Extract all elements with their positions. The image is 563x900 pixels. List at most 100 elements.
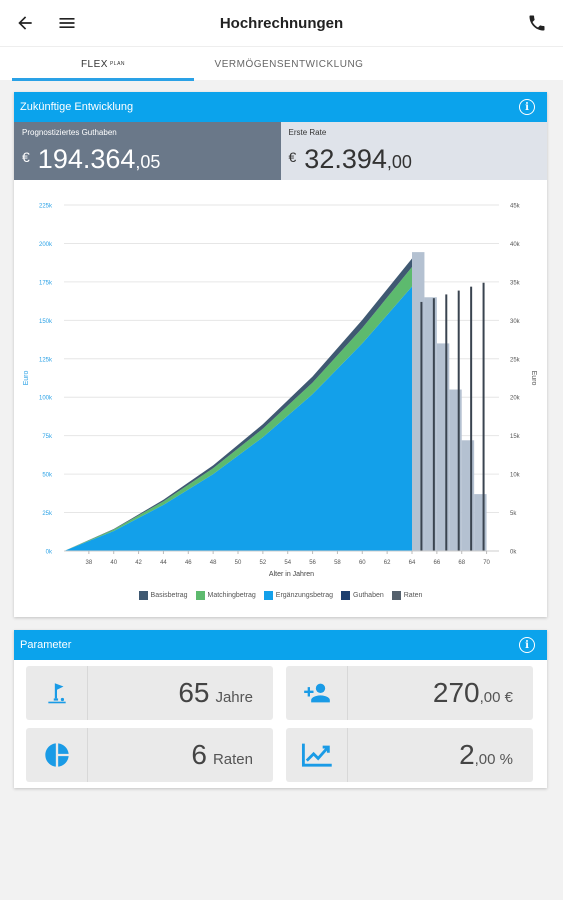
x-tick-label: 54 bbox=[284, 560, 291, 566]
retirement-age-unit: Jahre bbox=[215, 689, 253, 706]
x-tick-label: 48 bbox=[210, 560, 217, 566]
legend-item: Basisbetrag bbox=[138, 591, 188, 600]
trend-up-icon bbox=[286, 728, 348, 782]
page-title: Hochrechnungen bbox=[219, 15, 344, 32]
first-rate-box: Erste Rate € 32.394 ,00 bbox=[280, 122, 547, 180]
projection-chart: 0k 25k 50k 75k 100k 125k 150k 175k 200k 225k 0k 5k 1… bbox=[23, 204, 537, 579]
chart-area: 0k 25k 50k 75k 100k 125k 150k 175k 200k 225k 0k 5k 1… bbox=[14, 180, 547, 610]
development-card: Zukünftige Entwicklung i Prognostizierte… bbox=[14, 92, 547, 617]
raten-bar bbox=[482, 282, 485, 551]
menu-icon[interactable] bbox=[52, 8, 82, 38]
y-right-tick-label: 15k bbox=[510, 434, 521, 440]
rates-value: 6 bbox=[191, 739, 207, 770]
development-header: Zukünftige Entwicklung i bbox=[14, 92, 547, 122]
retirement-age-tile[interactable]: 65 Jahre bbox=[26, 666, 273, 720]
y-left-tick-label: 150k bbox=[39, 319, 53, 325]
x-tick-label: 44 bbox=[160, 560, 167, 566]
info-icon[interactable]: i bbox=[519, 637, 535, 653]
y-left-tick-label: 0k bbox=[46, 550, 53, 556]
raten-bar bbox=[420, 301, 423, 551]
x-tick-label: 64 bbox=[409, 560, 416, 566]
parameter-card: Parameter i 65 Jahre 270,00 € 6 Raten 2,00… bbox=[14, 630, 547, 788]
y-left-axis-title: Euro bbox=[23, 371, 30, 386]
x-tick-label: 38 bbox=[86, 560, 93, 566]
first-rate-decimals: ,00 bbox=[386, 152, 412, 172]
pie-chart-icon bbox=[26, 728, 88, 782]
raten-bar bbox=[445, 294, 448, 551]
legend-label: Guthaben bbox=[353, 592, 384, 599]
rates-unit: Raten bbox=[212, 751, 253, 768]
phone-icon[interactable] bbox=[522, 8, 552, 38]
legend-swatch bbox=[341, 591, 350, 600]
contribution-unit: ,00 € bbox=[479, 689, 513, 706]
legend-item: Raten bbox=[391, 591, 423, 600]
area-ergänzungsbetrag bbox=[64, 286, 412, 551]
legend-label: Ergänzungsbetrag bbox=[275, 592, 333, 599]
forecast-label: Prognostiziertes Guthaben bbox=[22, 128, 117, 137]
y-left-tick-label: 100k bbox=[39, 396, 53, 402]
tab-bar: FLEX PLAN VERMÖGENSENTWICKLUNG bbox=[0, 46, 563, 81]
legend-label: Basisbetrag bbox=[150, 592, 188, 599]
legend-swatch bbox=[138, 591, 148, 600]
forecast-integer: 194.364 bbox=[37, 144, 136, 174]
y-right-tick-label: 20k bbox=[510, 396, 521, 402]
interest-tile[interactable]: 2,00 % bbox=[286, 728, 533, 782]
tab-flex-sup: PLAN bbox=[109, 61, 126, 67]
guthaben-bar bbox=[449, 389, 462, 551]
rates-tile[interactable]: 6 Raten bbox=[26, 728, 273, 782]
y-left-tick-label: 175k bbox=[39, 280, 53, 286]
legend-label: Raten bbox=[403, 592, 423, 599]
y-right-axis-title: Euro bbox=[530, 371, 537, 386]
legend-swatch bbox=[263, 591, 273, 600]
legend-swatch bbox=[391, 591, 401, 600]
raten-bar bbox=[457, 290, 460, 551]
tab-vermoegen-label: VERMÖGENSENTWICKLUNG bbox=[214, 58, 364, 70]
parameter-title: Parameter bbox=[20, 639, 72, 651]
tab-flex-plan[interactable]: FLEX PLAN bbox=[12, 47, 194, 81]
legend-swatch bbox=[195, 591, 205, 600]
y-right-tick-label: 5k bbox=[510, 511, 517, 517]
app-bar: Hochrechnungen bbox=[0, 0, 563, 46]
x-tick-label: 56 bbox=[309, 560, 316, 566]
arrow-left-icon[interactable] bbox=[10, 8, 40, 38]
x-axis-title: Alter in Jahren bbox=[269, 571, 314, 578]
guthaben-bar bbox=[436, 343, 450, 551]
forecast-value: € 194.364 ,05 bbox=[22, 144, 160, 175]
tab-indicator bbox=[12, 78, 194, 81]
x-tick-label: 58 bbox=[334, 560, 341, 566]
y-right-tick-label: 35k bbox=[510, 280, 521, 286]
x-tick-label: 66 bbox=[434, 560, 441, 566]
x-tick-label: 70 bbox=[483, 560, 490, 566]
forecast-decimals: ,05 bbox=[135, 152, 161, 172]
guthaben-bar bbox=[412, 252, 425, 551]
y-right-tick-label: 30k bbox=[510, 319, 521, 325]
x-tick-label: 46 bbox=[185, 560, 192, 566]
y-right-tick-label: 25k bbox=[510, 357, 521, 363]
y-right-tick-label: 40k bbox=[510, 242, 521, 248]
legend-item: Matchingbetrag bbox=[195, 591, 256, 600]
golf-flag-icon bbox=[26, 666, 88, 720]
x-tick-label: 52 bbox=[260, 560, 267, 566]
guthaben-bar bbox=[474, 494, 487, 551]
y-left-tick-label: 125k bbox=[39, 357, 53, 363]
chart-legend: Basisbetrag Matchingbetrag Ergänzungsbetra… bbox=[14, 591, 547, 600]
x-tick-label: 62 bbox=[384, 560, 391, 566]
y-left-tick-label: 200k bbox=[39, 242, 53, 248]
legend-label: Matchingbetrag bbox=[207, 592, 256, 599]
contribution-tile[interactable]: 270,00 € bbox=[286, 666, 533, 720]
y-left-tick-label: 50k bbox=[42, 473, 53, 479]
tab-vermoegensentwicklung[interactable]: VERMÖGENSENTWICKLUNG bbox=[194, 47, 384, 81]
x-tick-label: 60 bbox=[359, 560, 366, 566]
y-right-tick-label: 10k bbox=[510, 473, 521, 479]
parameter-header: Parameter i bbox=[14, 630, 547, 660]
legend-item: Ergänzungsbetrag bbox=[263, 591, 333, 600]
y-right-tick-label: 45k bbox=[510, 204, 521, 210]
x-tick-label: 50 bbox=[235, 560, 242, 566]
y-left-tick-label: 25k bbox=[42, 511, 53, 517]
forecast-box: Prognostiziertes Guthaben € 194.364 ,05 bbox=[14, 122, 281, 180]
info-icon[interactable]: i bbox=[519, 99, 535, 115]
contribution-value: 270 bbox=[432, 677, 480, 708]
x-tick-label: 42 bbox=[135, 560, 142, 566]
retirement-age-value: 65 bbox=[178, 677, 210, 708]
first-rate-value: € 32.394 ,00 bbox=[289, 144, 412, 175]
